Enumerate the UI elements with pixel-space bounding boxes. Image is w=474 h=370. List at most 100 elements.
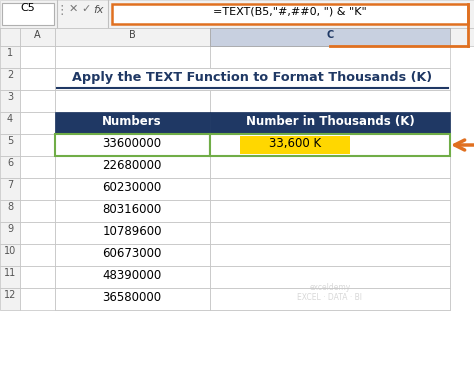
Bar [55,46,210,68]
Text: 11: 11 [4,268,16,278]
Bar [55,288,210,310]
Bar [20,266,55,288]
Bar [210,200,450,222]
Bar [0,0,474,28]
Bar [20,156,55,178]
Bar [55,222,210,244]
Text: fx: fx [94,5,104,15]
Bar [210,222,450,244]
Bar [210,244,450,266]
Text: exceldemy
EXCEL · DATA · BI: exceldemy EXCEL · DATA · BI [298,283,363,302]
Bar [240,136,350,154]
Bar [210,288,450,310]
Bar [55,134,210,156]
Text: 33600000: 33600000 [102,137,162,150]
Text: 10: 10 [4,246,16,256]
Bar [55,112,210,134]
Bar [210,68,450,90]
Bar [55,222,210,244]
Text: 2: 2 [7,70,13,80]
Text: Number in Thousands (K): Number in Thousands (K) [246,115,414,128]
Text: 60673000: 60673000 [102,247,162,260]
Bar [210,134,450,156]
Bar [20,112,55,134]
Bar [210,200,450,222]
Text: Apply the TEXT Function to Format Thousands (K): Apply the TEXT Function to Format Thousa… [72,71,432,84]
Bar [55,266,210,288]
Bar [2,3,54,25]
Bar [0,244,20,266]
Bar [0,28,20,46]
Bar [0,134,20,156]
Text: A: A [34,30,40,40]
Bar [55,156,210,178]
Bar [20,134,55,156]
Bar [55,178,210,200]
Text: C5: C5 [21,3,36,13]
Bar [210,288,450,310]
Text: 8: 8 [7,202,13,212]
Text: 48390000: 48390000 [102,269,162,282]
Bar [20,46,55,68]
Text: 80316000: 80316000 [102,203,162,216]
Text: ✓: ✓ [82,4,91,14]
Bar [20,28,55,46]
Text: ⋮: ⋮ [56,4,68,17]
Bar [210,244,450,266]
Text: B: B [128,30,136,40]
Bar [20,68,55,90]
Bar [55,68,450,90]
Bar [20,178,55,200]
Text: 9: 9 [7,224,13,234]
Text: 5: 5 [7,136,13,146]
Bar [210,46,450,68]
Text: 10789600: 10789600 [102,225,162,238]
Bar [210,90,450,112]
Bar [55,112,210,134]
Bar [55,156,210,178]
Bar [55,28,210,46]
Bar [0,46,20,68]
Bar [0,222,20,244]
Bar [20,288,55,310]
Bar [55,288,210,310]
Bar [210,156,450,178]
Text: ✕: ✕ [68,4,78,14]
Bar [210,112,450,134]
Bar [55,266,210,288]
Bar [0,90,20,112]
Text: 3: 3 [7,92,13,102]
Bar [20,222,55,244]
Text: Numbers: Numbers [102,115,162,128]
Bar [112,4,468,24]
Bar [0,68,20,90]
Bar [55,68,210,90]
Text: C: C [327,30,334,40]
Bar [210,266,450,288]
Bar [0,266,20,288]
Bar [55,200,210,222]
Text: 36580000: 36580000 [102,291,162,304]
Bar [55,244,210,266]
Bar [0,288,20,310]
Bar [210,28,450,46]
Bar [0,28,474,46]
Bar [55,244,210,266]
Text: =TEXT(B5,"#,##0, ") & "K": =TEXT(B5,"#,##0, ") & "K" [213,6,367,16]
Bar [0,112,20,134]
Bar [210,266,450,288]
Bar [55,134,210,156]
Bar [210,112,450,134]
Bar [55,200,210,222]
Bar [55,90,210,112]
Text: 4: 4 [7,114,13,124]
Bar [210,156,450,178]
Bar [210,178,450,200]
Text: 12: 12 [4,290,16,300]
Text: 6: 6 [7,158,13,168]
Text: 60230000: 60230000 [102,181,162,194]
Text: 33,600 K: 33,600 K [269,137,321,150]
Text: 7: 7 [7,180,13,190]
Bar [210,222,450,244]
Bar [20,200,55,222]
